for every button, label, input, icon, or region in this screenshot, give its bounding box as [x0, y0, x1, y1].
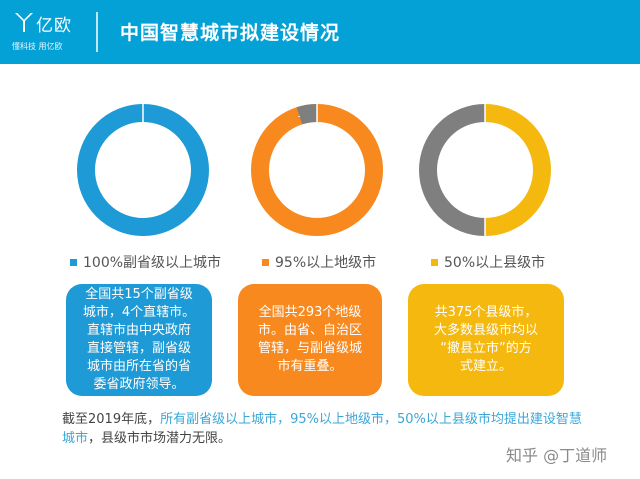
card-line: 市。由省、自治区 — [257, 323, 362, 338]
legend-provincial: 100%副省级以上城市 — [70, 252, 221, 272]
header-divider — [96, 12, 98, 52]
logo-text: 亿欧 — [36, 16, 72, 36]
header-bar: 亿欧 懂科技 用亿欧 中国智慧城市拟建设情况 — [0, 0, 640, 64]
card-line: 市有重叠。 — [277, 359, 343, 374]
card-line: 全国共293个地级 — [258, 305, 362, 320]
legend-swatch-yellow — [431, 258, 438, 266]
legend-prefecture: 95%以上地级市 — [262, 252, 376, 272]
info-card-prefecture: 全国共293个地级 市。由省、自治区 管辖，与副省级城 市有重叠。 — [238, 284, 382, 396]
donut-chart-provincial — [77, 103, 209, 236]
watermark: 知乎 @丁道师 — [506, 446, 608, 465]
page-title: 中国智慧城市拟建设情况 — [120, 22, 341, 44]
card-line: 直接管辖，副省级 — [86, 341, 191, 356]
logo-y-icon — [15, 12, 33, 32]
note-suffix: ，县级市市场潜力无限。 — [88, 431, 232, 446]
card-line: 共375个县级市， — [434, 305, 538, 320]
note-highlight: 所有副省级以上城市，95%以上地级市，50%以上县级市均提出建设智慧城市 — [62, 412, 582, 446]
note-prefix: 截至2019年底， — [62, 412, 161, 427]
legend-label: 50%以上县级市 — [444, 255, 546, 271]
donut-chart-prefecture — [251, 103, 383, 236]
legend-label: 95%以上地级市 — [275, 255, 377, 271]
card-line: 委省政府领导。 — [93, 377, 185, 392]
donut-chart-county — [419, 103, 551, 237]
card-line: 城市由所在省的省 — [86, 359, 191, 374]
info-card-county: 共375个县级市， 大多数县级市均以 “撤县立市”的方 式建立。 — [408, 284, 564, 396]
card-line: 管辖，与副省级城 — [257, 341, 362, 356]
card-line: “撤县立市”的方 — [440, 341, 532, 356]
legend-swatch-blue — [70, 258, 77, 266]
info-card-provincial: 全国共15个副省级 城市，4个直辖市。 直辖市由中央政府 直接管辖，副省级 城市… — [66, 284, 212, 396]
card-line: 全国共15个副省级 — [85, 287, 193, 302]
card-line: 直辖市由中央政府 — [86, 323, 191, 338]
logo: 亿欧 懂科技 用亿欧 — [12, 9, 92, 57]
summary-note: 截至2019年底，所有副省级以上城市，95%以上地级市，50%以上县级市均提出建… — [62, 410, 582, 448]
card-line: 城市，4个直辖市。 — [82, 305, 196, 320]
card-line: 式建立。 — [459, 359, 512, 374]
card-line: 大多数县级市均以 — [433, 323, 538, 338]
legend-county: 50%以上县级市 — [431, 252, 545, 272]
legend-swatch-orange — [262, 258, 269, 266]
logo-slogan: 懂科技 用亿欧 — [12, 42, 63, 51]
legend-label: 100%副省级以上城市 — [83, 255, 222, 271]
